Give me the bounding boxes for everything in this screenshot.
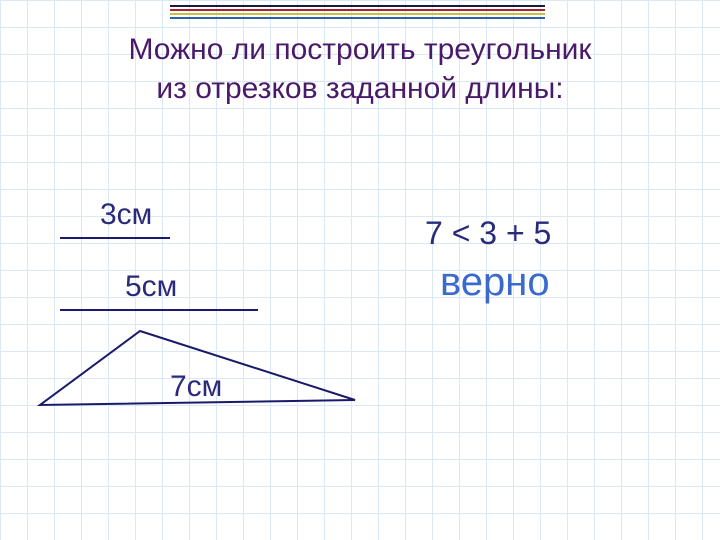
segment-7cm-label: 7см xyxy=(170,370,222,404)
segment-5cm-label: 5см xyxy=(125,270,177,304)
verdict-text: верно xyxy=(440,260,550,305)
heading-line-1: Можно ли построить треугольник xyxy=(128,33,591,66)
inequality-text: 7 < 3 + 5 xyxy=(425,215,551,252)
segment-3cm-label: 3см xyxy=(100,198,152,232)
heading-line-2: из отрезков заданной длины: xyxy=(156,72,563,105)
page-title: Можно ли построить треугольник из отрезк… xyxy=(0,30,720,108)
